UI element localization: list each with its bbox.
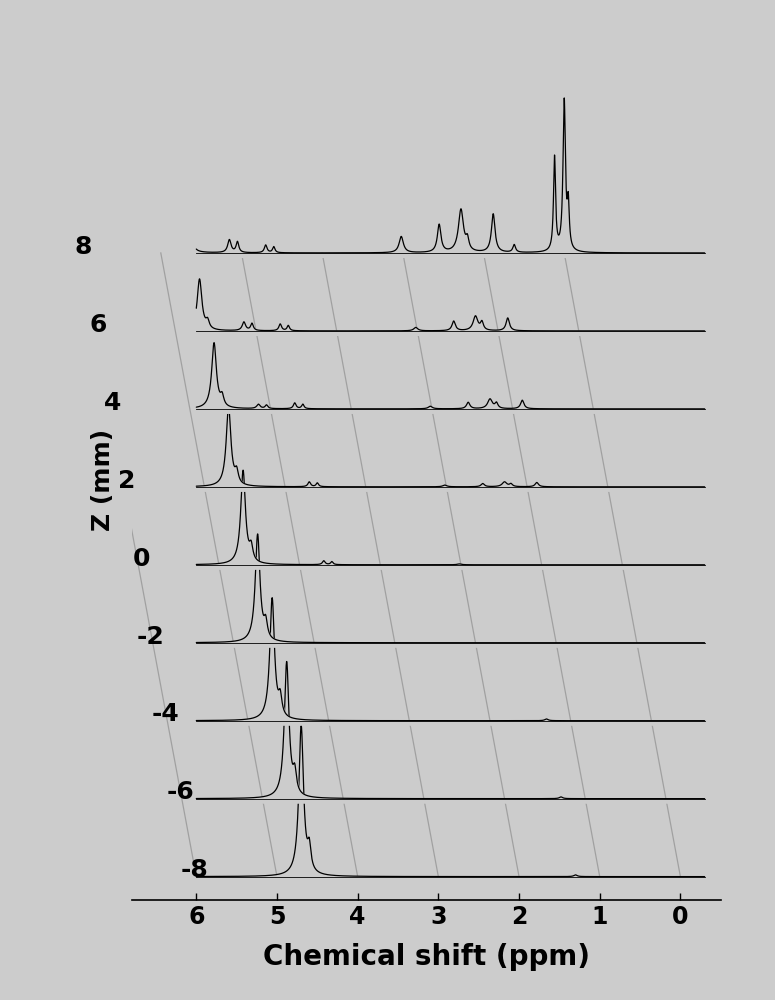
- Text: 2: 2: [119, 469, 136, 493]
- Text: -2: -2: [137, 625, 165, 649]
- Text: 8: 8: [75, 235, 92, 259]
- Text: 0: 0: [133, 547, 150, 571]
- Text: 6: 6: [89, 313, 107, 337]
- Text: -8: -8: [181, 858, 208, 882]
- Text: -6: -6: [166, 780, 194, 804]
- Text: 4: 4: [104, 391, 121, 415]
- Text: -4: -4: [152, 702, 179, 726]
- Y-axis label: Z (mm): Z (mm): [91, 429, 115, 531]
- X-axis label: Chemical shift (ppm): Chemical shift (ppm): [263, 943, 590, 971]
